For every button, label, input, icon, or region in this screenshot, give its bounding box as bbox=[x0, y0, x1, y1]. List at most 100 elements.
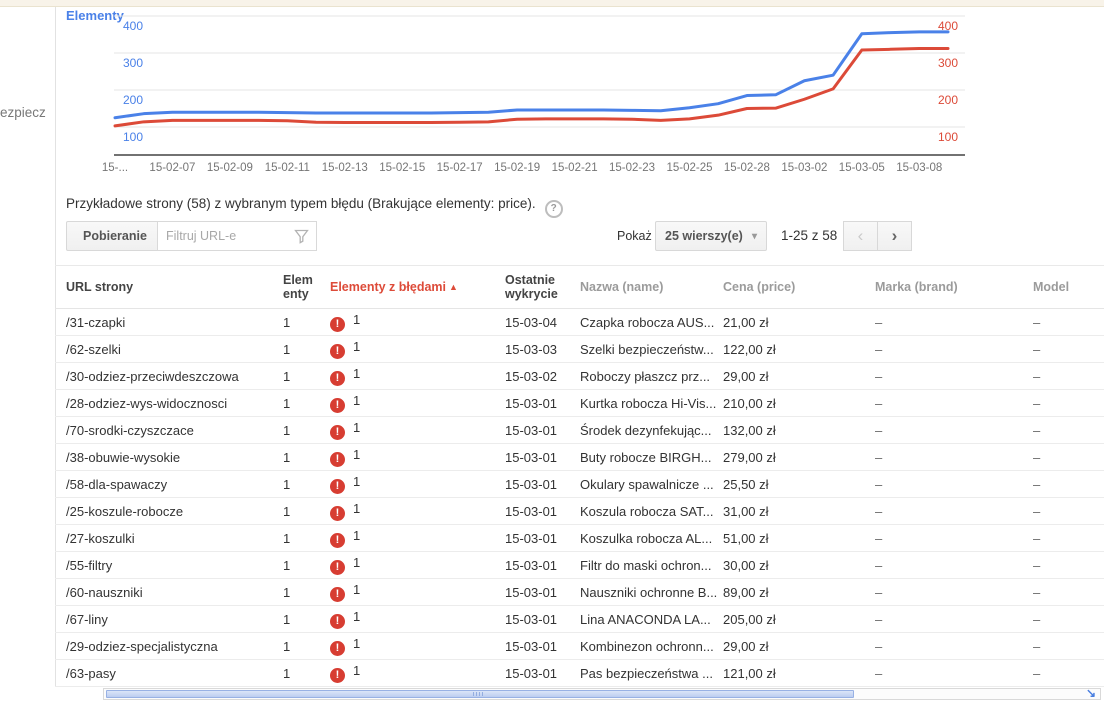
elements-with-errors-cell: !1 bbox=[330, 363, 505, 390]
price-cell: 89,00 zł bbox=[723, 579, 875, 606]
column-header-elements[interactable]: Elementy bbox=[283, 266, 330, 309]
url-cell[interactable]: /30-odziez-przeciwdeszczowa bbox=[55, 363, 283, 390]
help-icon[interactable]: ? bbox=[545, 200, 563, 218]
download-button[interactable]: Pobieranie bbox=[66, 221, 164, 251]
name-cell: Lina ANACONDA LA... bbox=[580, 606, 723, 633]
top-bar bbox=[0, 0, 1104, 7]
elements-count-cell: 1 bbox=[283, 498, 330, 525]
filter-url-field bbox=[157, 221, 317, 251]
next-page-button[interactable]: › bbox=[877, 221, 912, 251]
filter-url-input[interactable] bbox=[158, 222, 316, 250]
error-icon: ! bbox=[330, 533, 345, 548]
x-axis-tick: 15-02-17 bbox=[437, 162, 483, 174]
url-cell[interactable]: /63-pasy bbox=[55, 660, 283, 687]
url-cell[interactable]: /62-szelki bbox=[55, 336, 283, 363]
table-row[interactable]: /27-koszulki1!115-03-01Koszulka robocza … bbox=[55, 525, 1104, 552]
elements-with-errors-cell: !1 bbox=[330, 552, 505, 579]
table-row[interactable]: /58-dla-spawaczy1!115-03-01Okulary spawa… bbox=[55, 471, 1104, 498]
x-axis-tick: 15-02-21 bbox=[552, 162, 598, 174]
url-cell[interactable]: /29-odziez-specjalistyczna bbox=[55, 633, 283, 660]
table-row[interactable]: /31-czapki1!115-03-04Czapka robocza AUS.… bbox=[55, 309, 1104, 336]
structured-data-table: URL strony Elementy Elementy z błędami▲ … bbox=[55, 265, 1104, 687]
model-cell: – bbox=[1033, 660, 1104, 687]
price-cell: 29,00 zł bbox=[723, 633, 875, 660]
table-row[interactable]: /60-nauszniki1!115-03-01Nauszniki ochron… bbox=[55, 579, 1104, 606]
elements-line-chart[interactable]: 40040030030020020010010015-...15-02-0715… bbox=[56, 7, 1104, 182]
brand-cell: – bbox=[875, 525, 1033, 552]
table-row[interactable]: /28-odziez-wys-widocznosci1!115-03-01Kur… bbox=[55, 390, 1104, 417]
table-row[interactable]: /63-pasy1!115-03-01Pas bezpieczeństwa ..… bbox=[55, 660, 1104, 687]
x-axis-tick: 15-... bbox=[102, 162, 128, 174]
brand-cell: – bbox=[875, 390, 1033, 417]
url-cell[interactable]: /67-liny bbox=[55, 606, 283, 633]
brand-cell: – bbox=[875, 417, 1033, 444]
table-row[interactable]: /70-srodki-czyszczace1!115-03-01Środek d… bbox=[55, 417, 1104, 444]
y-axis-tick-right: 200 bbox=[938, 93, 958, 107]
url-cell[interactable]: /58-dla-spawaczy bbox=[55, 471, 283, 498]
rows-per-page-dropdown[interactable]: 25 wierszy(e) ▾ bbox=[655, 221, 767, 251]
name-cell: Kombinezon ochronn... bbox=[580, 633, 723, 660]
elements-count-cell: 1 bbox=[283, 417, 330, 444]
column-header-name[interactable]: Nazwa (name) bbox=[580, 266, 723, 309]
elements-count-cell: 1 bbox=[283, 363, 330, 390]
y-axis-tick-left: 300 bbox=[123, 56, 143, 70]
table-row[interactable]: /67-liny1!115-03-01Lina ANACONDA LA...20… bbox=[55, 606, 1104, 633]
table-row[interactable]: /38-obuwie-wysokie1!115-03-01Buty robocz… bbox=[55, 444, 1104, 471]
name-cell: Okulary spawalnicze ... bbox=[580, 471, 723, 498]
url-cell[interactable]: /55-filtry bbox=[55, 552, 283, 579]
url-cell[interactable]: /28-odziez-wys-widocznosci bbox=[55, 390, 283, 417]
table-row[interactable]: /30-odziez-przeciwdeszczowa1!115-03-02Ro… bbox=[55, 363, 1104, 390]
elements-with-errors-cell: !1 bbox=[330, 660, 505, 687]
table-row[interactable]: /25-koszule-robocze1!115-03-01Koszula ro… bbox=[55, 498, 1104, 525]
last-detected-cell: 15-03-04 bbox=[505, 309, 580, 336]
table-row[interactable]: /62-szelki1!115-03-03Szelki bezpieczeńst… bbox=[55, 336, 1104, 363]
url-cell[interactable]: /25-koszule-robocze bbox=[55, 498, 283, 525]
elements-count-cell: 1 bbox=[283, 525, 330, 552]
elements-with-errors-cell: !1 bbox=[330, 525, 505, 552]
elements-count-cell: 1 bbox=[283, 552, 330, 579]
url-cell[interactable]: /60-nauszniki bbox=[55, 579, 283, 606]
model-cell: – bbox=[1033, 444, 1104, 471]
url-cell[interactable]: /27-koszulki bbox=[55, 525, 283, 552]
table-row[interactable]: /55-filtry1!115-03-01Filtr do maski ochr… bbox=[55, 552, 1104, 579]
name-cell: Buty robocze BIRGH... bbox=[580, 444, 723, 471]
model-cell: – bbox=[1033, 498, 1104, 525]
url-cell[interactable]: /31-czapki bbox=[55, 309, 283, 336]
table-header-row: URL strony Elementy Elementy z błędami▲ … bbox=[55, 266, 1104, 309]
brand-cell: – bbox=[875, 363, 1033, 390]
elements-count-cell: 1 bbox=[283, 660, 330, 687]
elements-count-cell: 1 bbox=[283, 633, 330, 660]
url-cell[interactable]: /38-obuwie-wysokie bbox=[55, 444, 283, 471]
last-detected-cell: 15-03-01 bbox=[505, 660, 580, 687]
name-cell: Nauszniki ochronne B... bbox=[580, 579, 723, 606]
name-cell: Pas bezpieczeństwa ... bbox=[580, 660, 723, 687]
elements-with-errors-cell: !1 bbox=[330, 633, 505, 660]
column-header-url[interactable]: URL strony bbox=[55, 266, 283, 309]
error-icon: ! bbox=[330, 479, 345, 494]
y-axis-tick-left: 200 bbox=[123, 93, 143, 107]
x-axis-tick: 15-03-05 bbox=[839, 162, 885, 174]
scroll-corner-arrow-icon[interactable]: ↘ bbox=[1086, 686, 1096, 700]
column-header-model[interactable]: Model bbox=[1033, 266, 1104, 309]
error-icon: ! bbox=[330, 425, 345, 440]
horizontal-scrollbar-thumb[interactable] bbox=[106, 690, 854, 698]
price-cell: 279,00 zł bbox=[723, 444, 875, 471]
horizontal-scrollbar-track[interactable] bbox=[103, 688, 1101, 700]
sidebar-item-partial[interactable]: ezpiecz bbox=[0, 105, 54, 120]
model-cell: – bbox=[1033, 633, 1104, 660]
column-header-brand[interactable]: Marka (brand) bbox=[875, 266, 1033, 309]
table-row[interactable]: /29-odziez-specjalistyczna1!115-03-01Kom… bbox=[55, 633, 1104, 660]
column-header-elements-with-errors[interactable]: Elementy z błędami▲ bbox=[330, 266, 505, 309]
caption: Przykładowe strony (58) z wybranym typem… bbox=[66, 196, 563, 218]
name-cell: Czapka robocza AUS... bbox=[580, 309, 723, 336]
filter-funnel-icon[interactable] bbox=[294, 229, 309, 244]
elements-count-cell: 1 bbox=[283, 606, 330, 633]
url-cell[interactable]: /70-srodki-czyszczace bbox=[55, 417, 283, 444]
x-axis-tick: 15-03-08 bbox=[896, 162, 942, 174]
column-header-price[interactable]: Cena (price) bbox=[723, 266, 875, 309]
error-icon: ! bbox=[330, 317, 345, 332]
error-icon: ! bbox=[330, 560, 345, 575]
prev-page-button[interactable]: ‹ bbox=[843, 221, 878, 251]
brand-cell: – bbox=[875, 336, 1033, 363]
column-header-last-detected[interactable]: Ostatnie wykrycie bbox=[505, 266, 580, 309]
